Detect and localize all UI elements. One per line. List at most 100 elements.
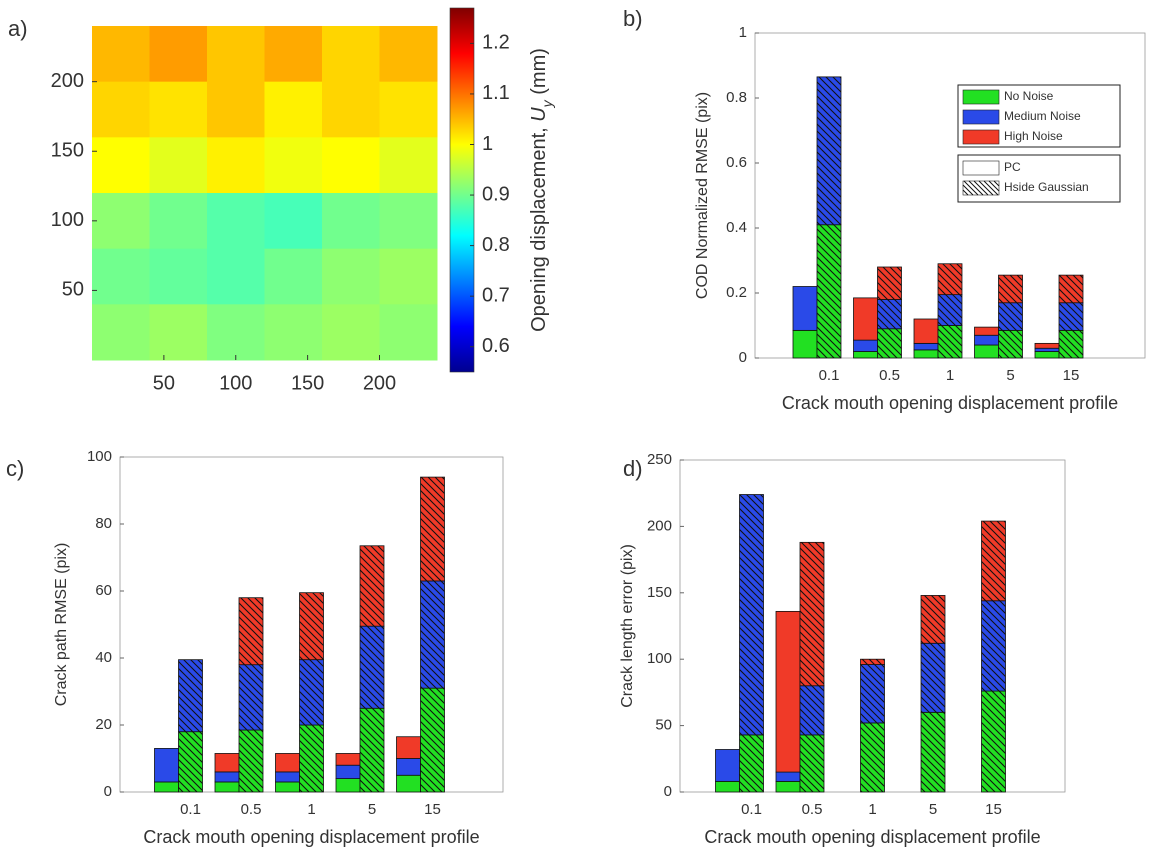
bar-segment (275, 771, 300, 783)
heatmap-cell (149, 137, 208, 194)
colorbar-tick-label: 1 (482, 133, 493, 155)
heatmap-cell (379, 81, 438, 138)
bar-segment (1034, 351, 1060, 359)
colorbar (449, 7, 475, 373)
x-tick-label: 150 (291, 372, 324, 394)
colorbar-tick-label: 0.6 (482, 335, 510, 357)
heatmap-cell (92, 248, 150, 305)
heatmap-cell (379, 137, 438, 194)
y-tick-label: 50 (62, 279, 84, 301)
bar-segment (275, 753, 300, 773)
y-tick-label: 1 (739, 24, 747, 41)
y-tick-label: 100 (647, 650, 672, 667)
y-tick-label: 150 (51, 140, 84, 162)
heatmap-cell (322, 304, 380, 361)
heatmap-cell (264, 193, 323, 250)
bar-segment (853, 339, 878, 352)
legend-label: No Noise (1004, 89, 1054, 103)
x-tick-label: 0.5 (241, 801, 262, 818)
y-tick-label: 100 (51, 209, 84, 231)
bar-segment (214, 781, 240, 793)
colorbar-label-part: (mm) (528, 48, 550, 100)
x-tick-label: 5 (1006, 367, 1014, 384)
colorbar-label-part: y (539, 99, 555, 108)
legend-hatch (962, 184, 974, 196)
heatmap-cell (92, 26, 150, 83)
bar-segment (799, 541, 825, 687)
bar-segment (1034, 347, 1060, 352)
y-tick-label: 0.8 (726, 89, 747, 106)
y-tick-label: 40 (95, 649, 112, 666)
bar-segment (1058, 302, 1084, 331)
x-tick-label: 1 (946, 367, 954, 384)
heatmap-cell (92, 137, 150, 194)
panel-label: b) (623, 6, 643, 31)
bar-segment (974, 334, 999, 346)
bar-segment (154, 748, 179, 783)
legend-hatch (973, 180, 989, 196)
bar-segment (974, 344, 999, 359)
colorbar-label: Opening displacement, Uy (mm) (528, 48, 554, 332)
bar-segment (420, 580, 445, 689)
panel-label: d) (623, 456, 643, 481)
bar-segment (860, 664, 885, 724)
bar-segment (299, 724, 324, 793)
colorbar-tick-label: 1.1 (482, 82, 510, 104)
bar-segment (214, 771, 240, 783)
bar-segment (396, 758, 421, 776)
bar-segment (420, 476, 445, 582)
bar-segment (214, 753, 240, 773)
bar-segment (178, 731, 203, 793)
y-tick-label: 0.6 (726, 154, 747, 171)
bar-segment (420, 687, 445, 793)
bar-segment (238, 597, 264, 666)
heatmap-cell (149, 193, 208, 250)
heatmap-cell (207, 137, 265, 194)
x-tick-label: 100 (219, 372, 252, 394)
bar-segment (775, 771, 801, 782)
x-tick-label: 15 (1063, 367, 1080, 384)
y-tick-label: 20 (95, 716, 112, 733)
bar-segment (860, 658, 885, 665)
heatmap-cell (379, 26, 438, 83)
colorbar-label-part: Opening displacement, (528, 122, 550, 332)
legend-swatch (962, 160, 1000, 176)
bar-segment (359, 545, 385, 627)
y-tick-label: 80 (95, 515, 112, 532)
legend-swatch (962, 109, 1000, 125)
bar-segment (981, 520, 1006, 602)
legend-hatch (962, 189, 969, 196)
heatmap-cell (322, 137, 380, 194)
bar-segment (877, 266, 902, 300)
x-tick-label: 1 (307, 801, 315, 818)
x-tick-label: 0.5 (802, 801, 823, 818)
bar-segment (937, 325, 963, 359)
bar-segment (299, 659, 324, 726)
bar-segment (715, 749, 740, 782)
bar-segment (937, 263, 963, 296)
bar-segment (974, 326, 999, 336)
bar-segment (913, 342, 939, 351)
legend-label: Hside Gaussian (1004, 180, 1089, 194)
legend-swatch (962, 129, 1000, 145)
bar-segment (1058, 329, 1084, 359)
legend-label: Medium Noise (1004, 109, 1081, 123)
heatmap-cell (149, 304, 208, 361)
y-tick-label: 0 (104, 783, 112, 800)
y-tick-label: 50 (655, 717, 672, 734)
bar-segment (238, 664, 264, 731)
bar-segment (1058, 274, 1084, 304)
y-axis-label: COD Normalized RMSE (pix) (694, 92, 711, 299)
heatmap-cell (207, 81, 265, 138)
heatmap-cell (92, 81, 150, 138)
bar-segment (877, 328, 902, 359)
x-tick-label: 1 (868, 801, 876, 818)
bar-segment (913, 349, 939, 359)
bar-segment (792, 286, 818, 331)
heatmap-cell (207, 248, 265, 305)
heatmap-cell (149, 26, 208, 83)
bar-segment (981, 690, 1006, 793)
heatmap-cell (322, 193, 380, 250)
bar-segment (877, 299, 902, 330)
y-tick-label: 150 (647, 584, 672, 601)
